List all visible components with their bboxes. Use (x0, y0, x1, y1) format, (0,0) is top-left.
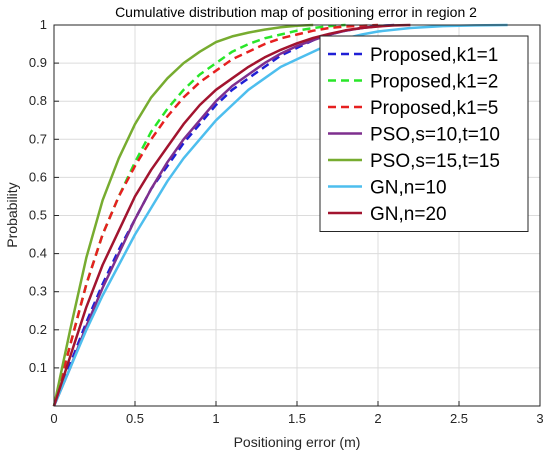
series-lines (52, 23, 508, 407)
y-axis-label: Probability (4, 182, 20, 247)
x-axis-label: Positioning error (m) (234, 434, 361, 450)
y-tick-label: 0.1 (29, 360, 47, 375)
x-tick-label: 2.5 (450, 411, 468, 426)
x-tick-label: 1 (212, 411, 219, 426)
y-tick-label: 0.8 (29, 93, 47, 108)
legend-label-2: Proposed,k1=5 (370, 98, 498, 119)
x-tick-label: 1.5 (288, 411, 306, 426)
x-tick-label: 2 (374, 411, 381, 426)
series-line-2 (52, 23, 379, 407)
chart-title: Cumulative distribution map of positioni… (115, 4, 477, 20)
series-line-4 (52, 23, 314, 407)
tick-labels: 0 0.5 1 1.5 2 2.5 3 0.1 0.2 0.3 0.4 0.5 0.6 0.7 0.8 0.9… (29, 17, 544, 426)
legend-label-4: PSO,s=15,t=15 (370, 151, 500, 172)
legend-label-6: GN,n=20 (370, 204, 447, 225)
y-tick-label: 0.5 (29, 208, 47, 223)
x-tick-label: 0.5 (126, 411, 144, 426)
series-line-5 (52, 23, 508, 407)
x-tick-label: 0 (50, 411, 57, 426)
legend-label-5: GN,n=10 (370, 178, 447, 199)
legend-label-0: Proposed,k1=1 (370, 45, 498, 66)
series-line-1 (52, 23, 346, 407)
y-tick-label: 0.2 (29, 322, 47, 337)
legend-label-1: Proposed,k1=2 (370, 72, 498, 93)
legend: Proposed,k1=1 Proposed,k1=2 Proposed,k1=5 P… (319, 35, 529, 232)
series-line-6 (52, 23, 411, 407)
y-tick-label: 0.6 (29, 169, 47, 184)
legend-label-3: PSO,s=10,t=10 (370, 125, 500, 146)
y-tick-label: 0.4 (29, 246, 47, 261)
y-tick-label: 0.7 (29, 131, 47, 146)
y-tick-label: 0.3 (29, 284, 47, 299)
y-tick-label: 1 (40, 17, 47, 32)
x-tick-label: 3 (536, 411, 543, 426)
y-tick-label: 0.9 (29, 55, 47, 70)
